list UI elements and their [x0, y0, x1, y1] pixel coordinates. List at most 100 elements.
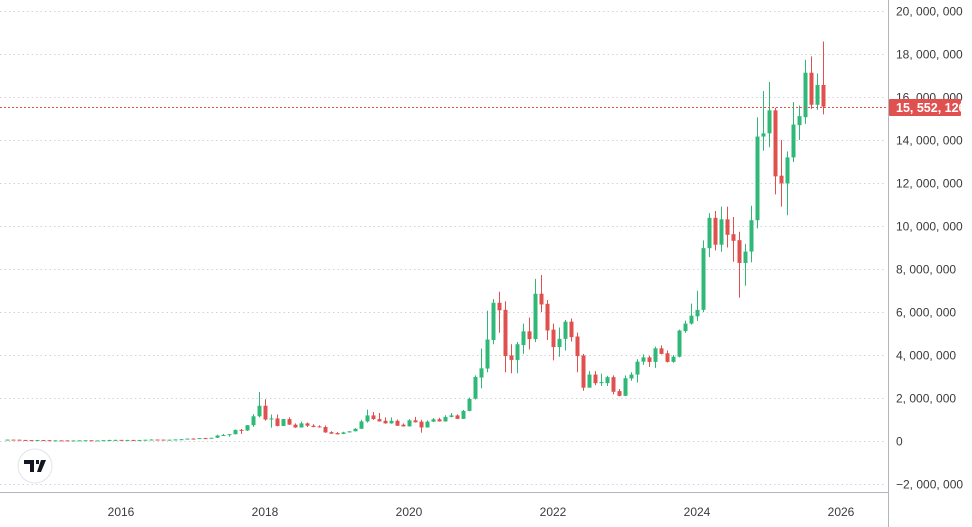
candle-body: [719, 219, 724, 245]
candle-down: [335, 432, 340, 435]
candle-body: [653, 348, 658, 362]
candle-up: [167, 439, 172, 441]
candle-up: [83, 440, 88, 442]
candle-body: [533, 293, 538, 340]
candle-down: [593, 371, 598, 386]
tradingview-logo-icon[interactable]: [17, 448, 53, 484]
candle-down: [617, 388, 622, 397]
candle-down: [419, 419, 424, 433]
candle-down: [737, 231, 742, 298]
candle-body: [347, 431, 352, 433]
candle-up: [533, 278, 538, 343]
x-tick-label: 2020: [396, 505, 423, 519]
candle-down: [239, 428, 244, 434]
candle-up: [521, 323, 526, 354]
candle-up: [353, 428, 358, 432]
candle-body: [767, 110, 772, 134]
candle-body: [527, 331, 532, 340]
candle-body: [155, 439, 160, 441]
candle-down: [545, 299, 550, 340]
candle-body: [587, 374, 592, 388]
candle-body: [563, 321, 568, 339]
candle-up: [599, 373, 604, 386]
candle-down: [161, 439, 166, 441]
candle-up: [695, 290, 700, 322]
candle-body: [17, 439, 22, 441]
candle-body: [29, 440, 34, 442]
candle-down: [17, 439, 22, 441]
candle-up: [179, 439, 184, 441]
candle-down: [551, 323, 556, 361]
candle-down: [401, 423, 406, 427]
candle-body: [353, 428, 358, 432]
candle-body: [647, 357, 652, 362]
candle-body: [773, 110, 778, 177]
candle-body: [665, 353, 670, 362]
candle-up: [701, 240, 706, 312]
candle-down: [191, 438, 196, 440]
candle-up: [749, 205, 754, 263]
candle-up: [77, 440, 82, 442]
candle-body: [185, 438, 190, 440]
candle-up: [425, 420, 430, 428]
candle-body: [443, 416, 448, 422]
candle-down: [779, 140, 784, 207]
candle-up: [113, 439, 118, 441]
candle-body: [191, 438, 196, 440]
candle-up: [341, 431, 346, 435]
y-tick-label: 20, 000, 000: [896, 5, 963, 19]
candle-up: [485, 310, 490, 373]
candle-up: [173, 439, 178, 441]
candle-body: [107, 440, 112, 442]
candle-body: [509, 355, 514, 360]
candle-down: [731, 216, 736, 262]
candle-body: [635, 361, 640, 375]
candle-body: [53, 440, 58, 442]
candle-body: [137, 439, 142, 441]
candle-body: [95, 440, 100, 442]
candle-body: [233, 429, 238, 435]
x-tick-label: 2018: [252, 505, 279, 519]
last-price-label: 15, 552, 126: [896, 101, 966, 115]
candle-body: [821, 84, 826, 107]
candle-body: [5, 439, 10, 441]
candle-up: [743, 243, 748, 286]
candle-body: [197, 438, 202, 440]
candle-up: [677, 329, 682, 358]
candle-down: [23, 439, 28, 441]
candle-body: [731, 234, 736, 241]
candle-down: [581, 353, 586, 391]
candle-body: [287, 419, 292, 425]
candle-body: [281, 419, 286, 426]
candle-body: [605, 377, 610, 384]
candle-body: [323, 427, 328, 433]
candle-body: [461, 410, 466, 419]
candle-body: [317, 426, 322, 428]
candle-body: [251, 416, 256, 426]
candle-body: [809, 72, 814, 105]
candle-body: [575, 336, 580, 357]
candle-body: [149, 439, 154, 441]
candle-body: [365, 415, 370, 422]
candle-body: [245, 425, 250, 431]
candle-body: [755, 136, 760, 221]
candle-body: [617, 391, 622, 396]
candle-body: [311, 425, 316, 428]
candle-body: [305, 423, 310, 426]
candle-up: [185, 438, 190, 440]
candle-body: [749, 220, 754, 252]
candle-up: [53, 440, 58, 442]
candle-body: [779, 175, 784, 184]
candle-body: [215, 435, 220, 438]
time-axis[interactable]: 2016 2018 2020 2022 2024 2026: [108, 505, 855, 519]
candle-body: [395, 420, 400, 426]
candle-up: [143, 439, 148, 441]
candle-body: [11, 439, 16, 441]
candle-body: [377, 419, 382, 422]
candle-up: [251, 414, 256, 428]
candle-body: [437, 419, 442, 422]
candle-body: [359, 421, 364, 429]
candle-body: [713, 217, 718, 245]
